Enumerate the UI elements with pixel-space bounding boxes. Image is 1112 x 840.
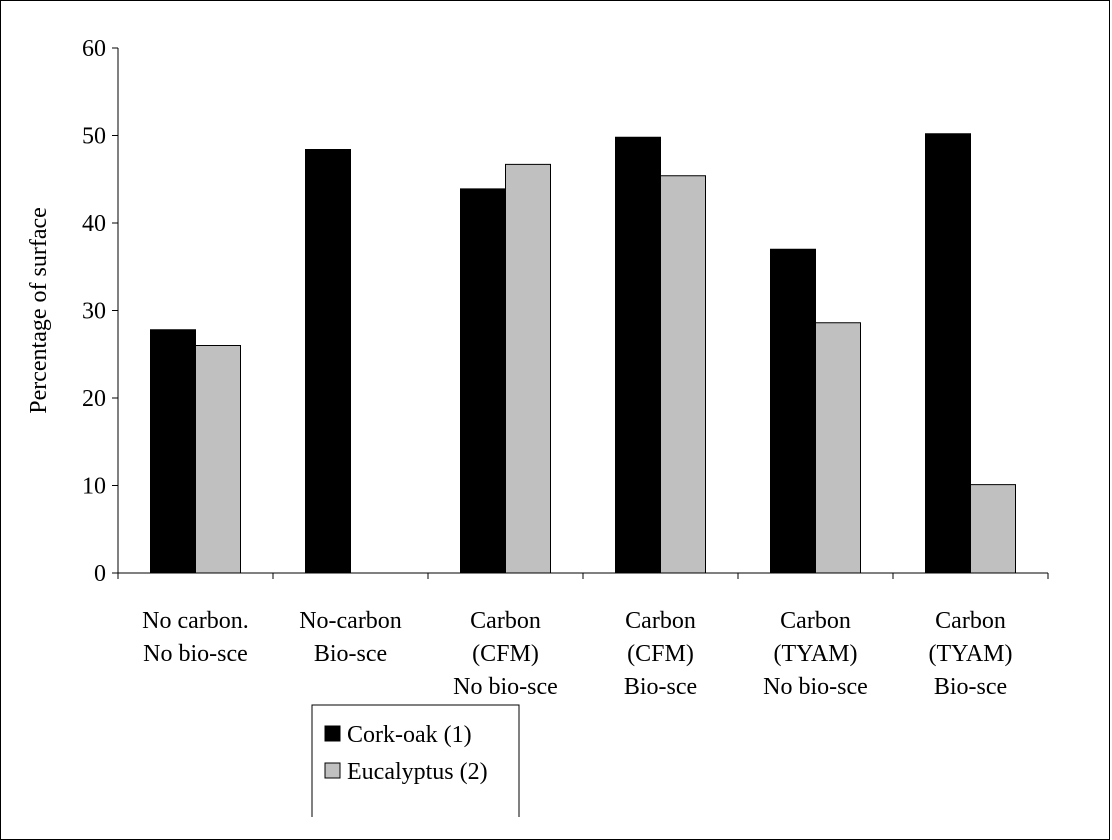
x-category-label: No carbon. xyxy=(142,608,249,634)
x-category-label: Bio-sce xyxy=(624,674,697,700)
legend-swatch-eucalyptus xyxy=(324,762,341,779)
y-tick-label: 50 xyxy=(82,124,106,150)
bar-eucalyptus xyxy=(815,322,861,574)
x-category-label: Carbon xyxy=(470,608,541,634)
legend-swatch-cork-oak xyxy=(324,725,341,742)
x-category-label: No bio-sce xyxy=(763,674,868,700)
bar-chart: Percentage of surface 0 10 20 30 40 50 60 No c… xyxy=(26,36,1049,817)
x-category-label: Carbon xyxy=(780,608,851,634)
legend-label: Eucalyptus (2) xyxy=(347,759,488,785)
x-category-label: (CFM) xyxy=(472,641,539,667)
y-tick-label: 30 xyxy=(82,299,106,325)
x-category-label: (TYAM) xyxy=(774,641,858,667)
bar-cork-oak xyxy=(615,136,661,574)
y-tick-label: 60 xyxy=(82,36,106,62)
legend-label: Cork-oak (1) xyxy=(347,722,472,748)
x-category-label: Bio-sce xyxy=(934,674,1007,700)
y-tick-label: 20 xyxy=(82,386,106,412)
bar-cork-oak xyxy=(925,133,971,574)
bar-eucalyptus xyxy=(505,163,551,574)
x-category-label: No bio-sce xyxy=(143,641,248,667)
bars xyxy=(150,133,1016,574)
bar-eucalyptus xyxy=(970,484,1016,574)
x-category-label: Carbon xyxy=(935,608,1006,634)
bar-cork-oak xyxy=(460,188,506,574)
legend-box xyxy=(311,704,520,817)
bar-eucalyptus xyxy=(195,345,241,574)
x-category-label: Bio-sce xyxy=(314,641,387,667)
bar-cork-oak xyxy=(150,329,196,574)
x-category-label: (TYAM) xyxy=(929,641,1013,667)
legend: Cork-oak (1) Eucalyptus (2) xyxy=(311,704,520,817)
x-category-label: No-carbon xyxy=(299,608,402,634)
y-tick-label: 40 xyxy=(82,211,106,237)
bar-eucalyptus xyxy=(660,175,706,574)
category-labels: No carbon. No bio-sce No-carbon Bio-sce Carb… xyxy=(142,608,1012,700)
y-axis-label: Percentage of surface xyxy=(26,207,52,414)
axes: 0 10 20 30 40 50 60 xyxy=(82,36,1049,587)
x-category-label: No bio-sce xyxy=(453,674,558,700)
y-tick-label: 10 xyxy=(82,474,106,500)
x-category-label: Carbon xyxy=(625,608,696,634)
bar-cork-oak xyxy=(770,248,816,574)
x-category-label: (CFM) xyxy=(627,641,694,667)
y-tick-label: 0 xyxy=(94,561,106,587)
bar-cork-oak xyxy=(305,149,351,574)
